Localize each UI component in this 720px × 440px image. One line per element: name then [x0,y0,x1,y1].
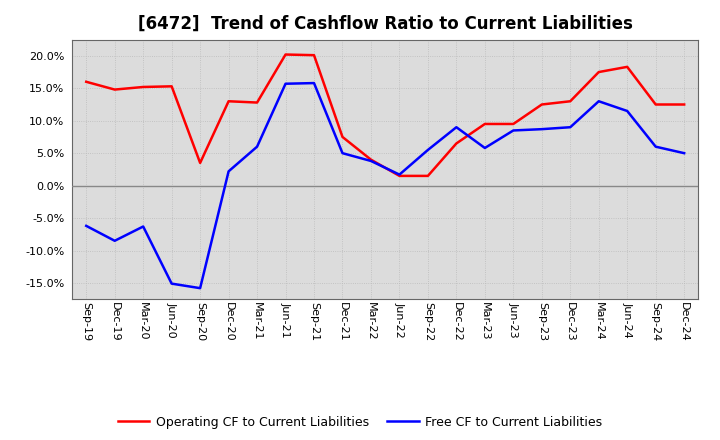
Free CF to Current Liabilities [139,224,148,229]
Free CF to Current Liabilities [225,169,233,174]
Operating CF to Current Liabilities [139,84,148,90]
Free CF to Current Liabilities [480,145,489,150]
Free CF to Current Liabilities [366,158,375,164]
Free CF to Current Liabilities [566,125,575,130]
Operating CF to Current Liabilities [652,102,660,107]
Operating CF to Current Liabilities [310,52,318,58]
Operating CF to Current Liabilities [282,52,290,57]
Line: Operating CF to Current Liabilities: Operating CF to Current Liabilities [86,55,684,176]
Title: [6472]  Trend of Cashflow Ratio to Current Liabilities: [6472] Trend of Cashflow Ratio to Curren… [138,15,633,33]
Operating CF to Current Liabilities [452,141,461,146]
Free CF to Current Liabilities [82,223,91,228]
Operating CF to Current Liabilities [509,121,518,127]
Operating CF to Current Liabilities [225,99,233,104]
Operating CF to Current Liabilities [366,157,375,162]
Free CF to Current Liabilities [452,125,461,130]
Operating CF to Current Liabilities [595,70,603,75]
Operating CF to Current Liabilities [82,79,91,84]
Free CF to Current Liabilities [623,108,631,114]
Free CF to Current Liabilities [310,81,318,86]
Free CF to Current Liabilities [167,281,176,286]
Free CF to Current Liabilities [652,144,660,149]
Free CF to Current Liabilities [680,150,688,156]
Free CF to Current Liabilities [282,81,290,86]
Operating CF to Current Liabilities [253,100,261,105]
Free CF to Current Liabilities [595,99,603,104]
Operating CF to Current Liabilities [110,87,119,92]
Free CF to Current Liabilities [338,150,347,156]
Operating CF to Current Liabilities [480,121,489,127]
Free CF to Current Liabilities [196,286,204,291]
Free CF to Current Liabilities [537,127,546,132]
Free CF to Current Liabilities [253,144,261,149]
Operating CF to Current Liabilities [338,134,347,139]
Free CF to Current Liabilities [509,128,518,133]
Free CF to Current Liabilities [110,238,119,243]
Operating CF to Current Liabilities [680,102,688,107]
Operating CF to Current Liabilities [167,84,176,89]
Legend: Operating CF to Current Liabilities, Free CF to Current Liabilities: Operating CF to Current Liabilities, Fre… [113,411,607,434]
Operating CF to Current Liabilities [423,173,432,179]
Operating CF to Current Liabilities [537,102,546,107]
Free CF to Current Liabilities [395,172,404,177]
Operating CF to Current Liabilities [196,160,204,165]
Operating CF to Current Liabilities [566,99,575,104]
Operating CF to Current Liabilities [395,173,404,179]
Free CF to Current Liabilities [423,147,432,153]
Operating CF to Current Liabilities [623,64,631,70]
Line: Free CF to Current Liabilities: Free CF to Current Liabilities [86,83,684,288]
